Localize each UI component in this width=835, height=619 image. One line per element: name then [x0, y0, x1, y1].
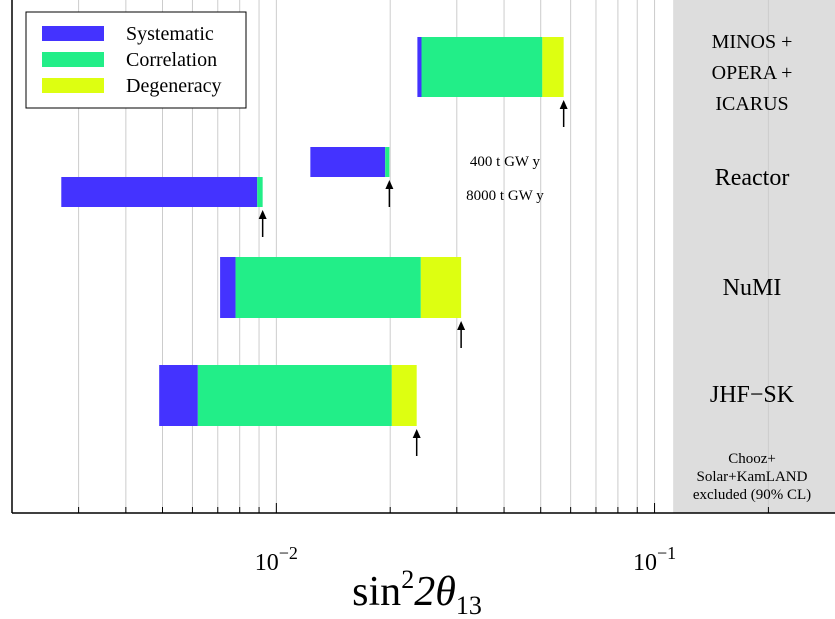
- bar-segment-correlation: [421, 37, 543, 97]
- arrow-head: [457, 321, 466, 330]
- bar-segment-degeneracy: [391, 365, 417, 426]
- legend-swatch-systematic: [42, 26, 104, 41]
- x-tick-label: 10−2: [255, 543, 298, 576]
- bar-note: 400 t GW y: [470, 154, 541, 170]
- excluded-region: [673, 0, 835, 513]
- arrow-head: [559, 100, 568, 109]
- experiment-label: OPERA +: [712, 62, 793, 84]
- experiment-label: MINOS +: [712, 31, 793, 53]
- bar-segment-correlation: [235, 257, 421, 318]
- x-axis-label: sin22θ13: [352, 565, 482, 619]
- arrow-head: [258, 210, 267, 219]
- x-axis-label-sub: 13: [456, 591, 482, 619]
- bar-note: 8000 t GW y: [466, 188, 544, 204]
- x-tick-label-base: 10: [633, 550, 657, 576]
- x-tick-label-exponent: −2: [279, 543, 298, 563]
- bar-segment-correlation: [197, 365, 392, 426]
- bars: 400 t GW y 8000 t GW y: [61, 37, 568, 456]
- excluded-region-text: Chooz+: [728, 451, 776, 467]
- experiment-labels: MINOS + OPERA + ICARUS Reactor NuMI JHF−SK: [710, 31, 795, 408]
- legend-swatch-degeneracy: [42, 78, 104, 93]
- bar-segment-systematic: [220, 257, 236, 318]
- x-axis-label-mid: 2θ: [414, 569, 456, 615]
- bar-segment-degeneracy: [420, 257, 462, 318]
- x-tick-label-exponent: −1: [657, 543, 676, 563]
- arrow-head: [412, 429, 421, 438]
- experiment-label: ICARUS: [715, 93, 788, 115]
- legend-label-degeneracy: Degeneracy: [126, 75, 222, 97]
- bar-segment-systematic: [61, 177, 258, 207]
- bar-segment-systematic: [159, 365, 198, 426]
- bar-segment-correlation: [385, 147, 390, 177]
- x-tick-label: 10−1: [633, 543, 676, 576]
- legend-swatch-correlation: [42, 52, 104, 67]
- bar-segment-systematic: [417, 37, 422, 97]
- legend-label-correlation: Correlation: [126, 49, 217, 71]
- experiment-label: JHF−SK: [710, 382, 795, 408]
- excluded-region-text: excluded (90% CL): [693, 487, 811, 503]
- legend: Systematic Correlation Degeneracy: [25, 11, 247, 109]
- x-axis-label-base: sin: [352, 569, 401, 615]
- bar-segment-degeneracy: [542, 37, 564, 97]
- excluded-region-label: Chooz+ Solar+KamLAND excluded (90% CL): [693, 451, 811, 503]
- x-tick-label-base: 10: [255, 550, 279, 576]
- experiment-label: NuMI: [723, 275, 782, 301]
- bar-segment-systematic: [310, 147, 386, 177]
- excluded-region-text: Solar+KamLAND: [697, 469, 808, 485]
- bar-segment-correlation: [257, 177, 263, 207]
- x-tick-labels: 10−2 10−1: [255, 543, 676, 576]
- legend-label-systematic: Systematic: [126, 23, 214, 45]
- experiment-label: Reactor: [715, 165, 790, 191]
- x-axis-label-sup: 2: [401, 565, 414, 594]
- arrow-head: [385, 180, 394, 189]
